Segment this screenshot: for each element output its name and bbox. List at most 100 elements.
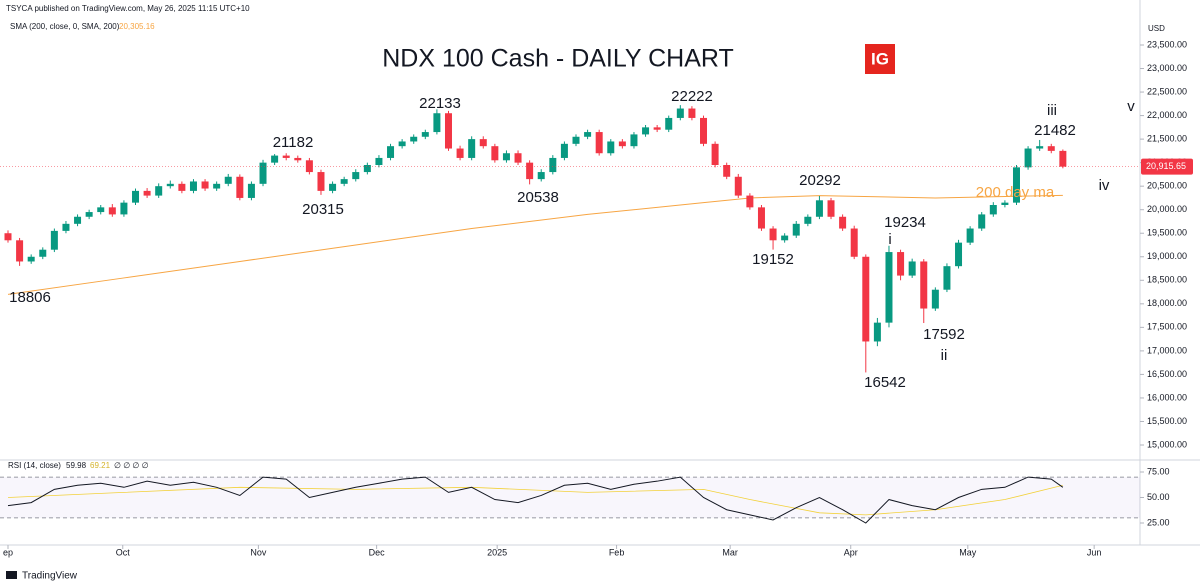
rsi-legend: RSI (14, close) (8, 461, 61, 470)
candle-body (224, 176, 232, 184)
candle-body (120, 202, 128, 215)
annotation: 21182 (273, 134, 314, 151)
candle-body (491, 146, 499, 161)
candle-body (1036, 146, 1044, 149)
x-tick-label: May (959, 547, 977, 557)
candle-body (966, 228, 974, 243)
annotation: 18806 (9, 289, 51, 306)
candle-body (352, 172, 360, 180)
candle-body (757, 207, 765, 229)
candle-body (340, 179, 348, 184)
candle-body (792, 223, 800, 236)
candle-body (294, 157, 302, 161)
candle-body (213, 183, 221, 189)
candle-body (746, 195, 754, 208)
sma-legend: SMA (200, close, 0, SMA, 200) (10, 22, 120, 31)
x-tick-label: ep (3, 547, 13, 557)
annotation: 22133 (419, 95, 461, 112)
candle-body (329, 183, 337, 191)
annotation: 20315 (302, 201, 344, 218)
candle-body (375, 157, 383, 165)
logo: IG (871, 49, 889, 68)
y-tick-label: 15,500.00 (1147, 416, 1187, 426)
y-tick-label: 19,000.00 (1147, 251, 1187, 261)
y-tick-label: 22,500.00 (1147, 86, 1187, 96)
rsi-band (0, 477, 1140, 518)
candle-body (271, 155, 279, 163)
y-tick-label: 22,000.00 (1147, 110, 1187, 120)
candle-body (618, 141, 626, 147)
brand-icon (6, 571, 17, 579)
candle-body (514, 153, 522, 163)
x-tick-label: Jun (1087, 547, 1102, 557)
y-tick-label: 19,500.00 (1147, 228, 1187, 238)
candle-body (688, 108, 696, 118)
candle-body (885, 252, 893, 323)
candle-body (502, 153, 510, 161)
candle-body (155, 186, 163, 196)
x-tick-label: Dec (369, 547, 386, 557)
candle-body (201, 181, 209, 189)
annotation: ii (941, 347, 948, 364)
candle-body (4, 233, 12, 241)
x-tick-label: Mar (722, 547, 738, 557)
sma-annotation: 200 day ma (976, 184, 1055, 201)
candle-body (398, 141, 406, 147)
brand: TradingView (22, 571, 78, 582)
candle-body (734, 176, 742, 196)
rsi-na: ∅ ∅ ∅ ∅ (114, 461, 149, 470)
candle-body (595, 132, 603, 154)
annotation: iii (1047, 102, 1057, 119)
sma-line (7, 194, 1063, 295)
annotation: v (1127, 98, 1135, 115)
candle-body (700, 117, 708, 144)
candle-body (317, 172, 325, 191)
rsi-y-tick-label: 75.00 (1147, 466, 1170, 476)
candle-body (560, 143, 568, 158)
candle-body (642, 127, 650, 135)
candle-body (908, 261, 916, 276)
annotation: 16542 (864, 374, 906, 391)
candle-body (931, 289, 939, 309)
candle-body (132, 190, 140, 203)
candle-body (433, 113, 441, 133)
rsi-line (7, 476, 1064, 524)
candle-body (410, 136, 418, 142)
candle-body (16, 240, 24, 262)
candle-body (479, 139, 487, 147)
candle-body (259, 162, 267, 184)
candle-body (781, 235, 789, 241)
candle-body (50, 230, 58, 250)
annotation: 22222 (671, 88, 713, 105)
candle-body (676, 108, 684, 118)
candle-body (897, 252, 905, 276)
candle-body (108, 207, 116, 215)
sma-legend-value: 20,305.16 (119, 22, 155, 31)
x-tick-label: Nov (250, 547, 267, 557)
candle-body (387, 146, 395, 158)
candle-body (989, 205, 997, 215)
candle-body (178, 183, 186, 191)
last-price-tag (1141, 158, 1193, 175)
candle-body (39, 249, 47, 257)
annotation: 19152 (752, 251, 794, 268)
logo-box (865, 44, 895, 74)
candle-body (1059, 150, 1067, 167)
candle-body (711, 143, 719, 165)
candle-body (468, 139, 476, 158)
annotation: 20292 (799, 172, 841, 189)
rsi-value: 59.98 (66, 461, 87, 470)
candle-body (62, 223, 70, 231)
x-tick-label: Oct (116, 547, 131, 557)
y-tick-label: 23,500.00 (1147, 39, 1187, 49)
candle-body (827, 200, 835, 217)
candle-body (723, 165, 731, 177)
y-tick-label: 17,000.00 (1147, 345, 1187, 355)
x-tick-label: Apr (844, 547, 858, 557)
candle-body (630, 134, 638, 147)
y-tick-label: 21,500.00 (1147, 133, 1187, 143)
y-tick-label: 20,500.00 (1147, 181, 1187, 191)
candle-body (537, 172, 545, 180)
x-tick-label: Feb (609, 547, 625, 557)
